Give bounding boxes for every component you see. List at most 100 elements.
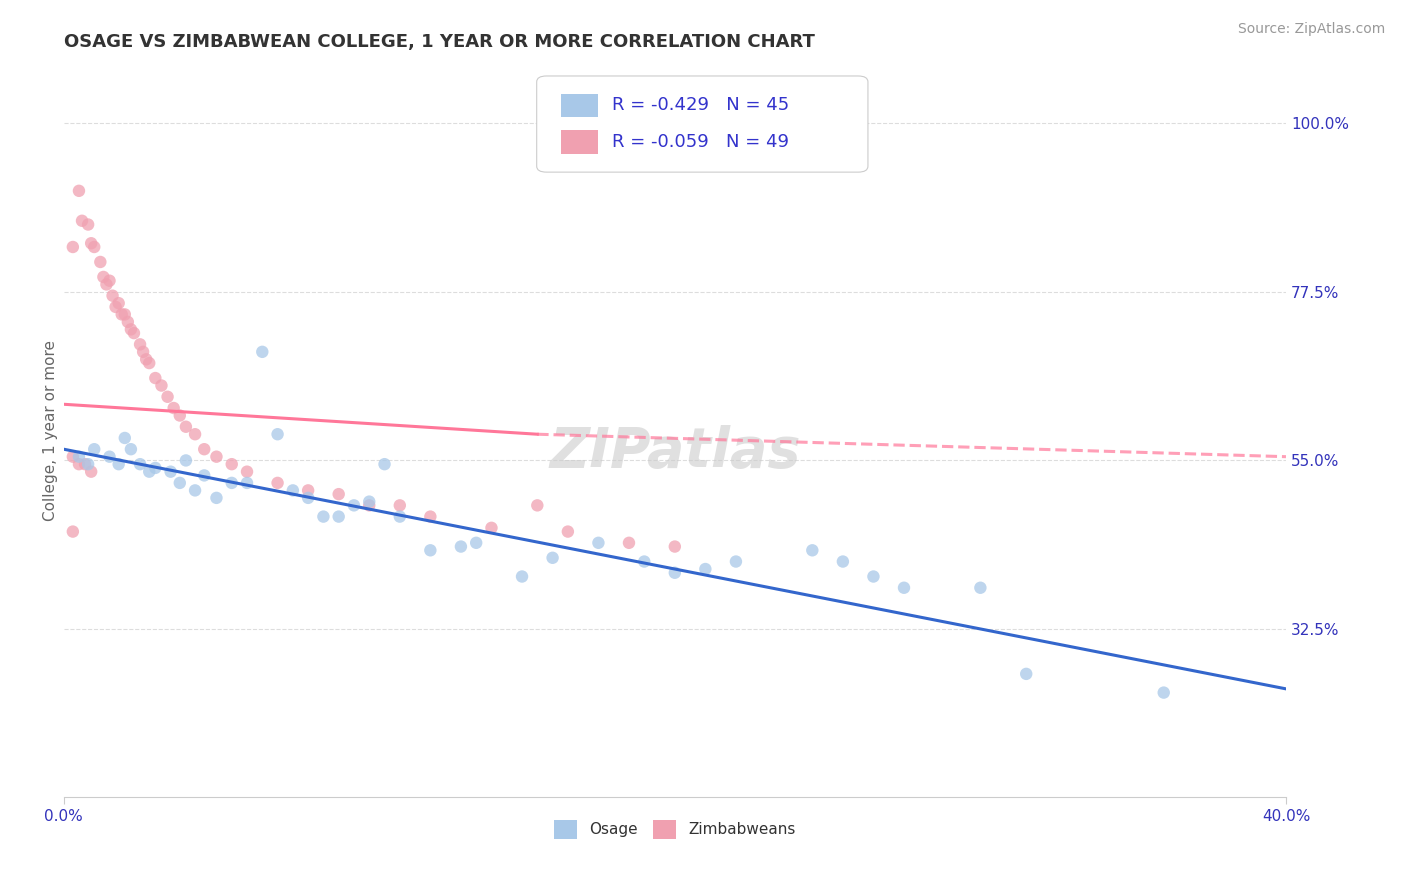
Point — [801, 543, 824, 558]
Point — [419, 543, 441, 558]
Point — [359, 494, 381, 508]
Point — [893, 581, 915, 595]
Point — [132, 344, 155, 359]
Text: ZIPatlas: ZIPatlas — [550, 425, 800, 480]
Point — [150, 378, 173, 392]
Point — [174, 419, 197, 434]
Point — [373, 457, 395, 471]
Point — [70, 214, 93, 228]
Point — [465, 536, 488, 550]
Point — [297, 483, 319, 498]
Point — [62, 240, 84, 254]
Point — [297, 491, 319, 505]
Point — [419, 509, 441, 524]
Legend: Osage, Zimbabweans: Osage, Zimbabweans — [548, 814, 801, 845]
Point — [107, 457, 129, 471]
Point — [169, 409, 191, 423]
Point — [96, 277, 118, 292]
Text: R = -0.429   N = 45: R = -0.429 N = 45 — [613, 96, 790, 114]
Point — [1153, 685, 1175, 699]
Point — [122, 326, 145, 340]
Point — [117, 315, 139, 329]
Point — [174, 453, 197, 467]
Point — [236, 465, 259, 479]
Point — [138, 356, 160, 370]
Point — [541, 550, 564, 565]
Point — [104, 300, 127, 314]
Point — [77, 457, 100, 471]
Point — [80, 465, 103, 479]
Point — [156, 390, 179, 404]
Point — [62, 524, 84, 539]
Point — [664, 540, 686, 554]
FancyBboxPatch shape — [537, 76, 868, 172]
Point — [221, 475, 243, 490]
Point — [588, 536, 610, 550]
Point — [221, 457, 243, 471]
Point — [266, 427, 288, 442]
Point — [633, 555, 655, 569]
Point — [135, 352, 157, 367]
Point — [98, 450, 121, 464]
Point — [664, 566, 686, 580]
Point — [80, 236, 103, 251]
Text: R = -0.059   N = 49: R = -0.059 N = 49 — [613, 133, 790, 151]
Point — [328, 509, 350, 524]
Point — [83, 442, 105, 457]
FancyBboxPatch shape — [561, 94, 598, 117]
Point — [129, 457, 152, 471]
Point — [526, 499, 548, 513]
Point — [143, 461, 166, 475]
Text: Source: ZipAtlas.com: Source: ZipAtlas.com — [1237, 22, 1385, 37]
Point — [281, 483, 304, 498]
Point — [120, 322, 142, 336]
Point — [163, 401, 186, 415]
Point — [481, 521, 503, 535]
Point — [67, 457, 90, 471]
Point — [343, 499, 366, 513]
Point — [101, 288, 124, 302]
Point — [862, 569, 884, 583]
Point — [969, 581, 991, 595]
Point — [266, 475, 288, 490]
Point — [205, 491, 228, 505]
Point — [138, 465, 160, 479]
Point — [557, 524, 579, 539]
Point — [93, 269, 115, 284]
Point — [107, 296, 129, 310]
Point — [67, 450, 90, 464]
Point — [62, 450, 84, 464]
Point — [510, 569, 533, 583]
Point — [77, 218, 100, 232]
Point — [83, 240, 105, 254]
Point — [388, 509, 411, 524]
Point — [159, 465, 181, 479]
Point — [89, 255, 111, 269]
Point — [1015, 666, 1038, 681]
Point — [75, 457, 97, 471]
Point — [120, 442, 142, 457]
Point — [114, 307, 136, 321]
Point — [193, 468, 215, 483]
Point — [193, 442, 215, 457]
Point — [450, 540, 472, 554]
Point — [129, 337, 152, 351]
Point — [617, 536, 640, 550]
Point — [695, 562, 717, 576]
Text: OSAGE VS ZIMBABWEAN COLLEGE, 1 YEAR OR MORE CORRELATION CHART: OSAGE VS ZIMBABWEAN COLLEGE, 1 YEAR OR M… — [63, 33, 814, 51]
Point — [205, 450, 228, 464]
Point — [184, 427, 207, 442]
Point — [143, 371, 166, 385]
Point — [359, 499, 381, 513]
Point — [312, 509, 335, 524]
Point — [236, 475, 259, 490]
Point — [184, 483, 207, 498]
Point — [114, 431, 136, 445]
Point — [328, 487, 350, 501]
Point — [67, 184, 90, 198]
Point — [169, 475, 191, 490]
Point — [111, 307, 134, 321]
Point — [388, 499, 411, 513]
Point — [831, 555, 853, 569]
Point — [252, 344, 274, 359]
